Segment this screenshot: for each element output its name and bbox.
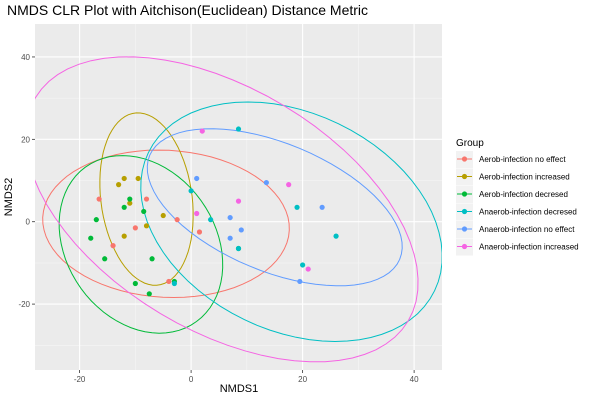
y-axis-ticks: -20 0 20 40 — [18, 53, 35, 309]
data-points — [88, 126, 339, 297]
data-point — [199, 128, 205, 134]
series-ellipse — [35, 56, 419, 363]
legend-point — [461, 156, 468, 162]
data-point — [146, 291, 152, 297]
series-ellipse — [42, 149, 290, 299]
data-point — [286, 182, 292, 188]
data-point — [294, 204, 300, 210]
legend-label: Aerob-infection decresed — [479, 190, 568, 199]
legend-label: Aerob-infection no effect — [479, 155, 566, 164]
data-point — [143, 196, 150, 202]
plot-panel — [35, 24, 442, 370]
data-point — [143, 223, 150, 229]
data-point — [93, 217, 99, 223]
x-tick-label: 20 — [298, 375, 307, 384]
series-ellipse — [146, 128, 403, 287]
y-tick-label: 20 — [21, 135, 30, 144]
legend-label: Aerob-infection increased — [479, 173, 570, 182]
data-point — [333, 233, 339, 239]
data-point — [300, 262, 306, 268]
legend-title: Group — [456, 138, 484, 149]
data-point — [96, 196, 102, 202]
data-point — [208, 217, 214, 223]
data-point — [235, 198, 242, 204]
data-point — [127, 200, 133, 206]
data-point — [194, 210, 200, 217]
data-point — [227, 214, 233, 221]
data-point — [263, 179, 269, 186]
data-point — [121, 233, 127, 239]
confidence-ellipses — [35, 56, 442, 363]
data-point — [132, 225, 138, 231]
legend-point — [461, 191, 468, 197]
data-point — [88, 235, 94, 241]
data-point — [319, 204, 325, 210]
y-axis-title: NMDS2 — [3, 178, 15, 217]
legend-label: Anaerob-infection increased — [479, 243, 579, 252]
legend-point — [461, 173, 468, 180]
series-ellipse — [140, 101, 442, 343]
data-point — [188, 188, 194, 194]
grid-lines — [35, 24, 442, 370]
x-tick-label: -20 — [74, 375, 86, 384]
data-point — [160, 212, 166, 219]
legend-label: Anaerob-infection no effect — [479, 225, 575, 234]
data-point — [194, 175, 200, 182]
data-point — [102, 256, 108, 262]
data-point — [227, 235, 233, 241]
data-point — [141, 208, 147, 215]
legend: Group Aerob-infection no effect Aerob-inf… — [456, 138, 579, 256]
data-point — [110, 243, 116, 249]
data-point — [127, 196, 133, 202]
y-tick-label: 40 — [21, 53, 30, 62]
data-point — [171, 280, 177, 287]
data-point — [166, 278, 172, 285]
series-ellipse — [99, 112, 194, 286]
y-tick-label: 0 — [26, 218, 31, 227]
x-axis-title: NMDS1 — [220, 383, 259, 395]
data-point — [174, 217, 180, 223]
chart-title: NMDS CLR Plot with Aitchison(Euclidean) … — [7, 2, 368, 18]
data-point — [235, 126, 242, 132]
x-tick-label: 40 — [410, 375, 419, 384]
legend-label: Anaerob-infection decresed — [479, 208, 577, 217]
data-point — [149, 256, 155, 262]
series-ellipse — [58, 155, 224, 334]
x-tick-label: 0 — [189, 375, 194, 384]
data-point — [121, 175, 127, 182]
data-point — [235, 245, 242, 252]
data-point — [297, 278, 303, 285]
data-point — [238, 227, 244, 233]
y-tick-label: -20 — [18, 300, 30, 309]
legend-point — [461, 208, 468, 215]
data-point — [305, 266, 311, 272]
data-point — [132, 280, 138, 287]
x-axis-ticks: -20 0 20 40 — [74, 370, 419, 384]
data-point — [196, 229, 203, 235]
legend-point — [461, 243, 468, 250]
data-point — [135, 175, 141, 182]
data-point — [121, 204, 127, 210]
data-point — [116, 182, 122, 188]
legend-point — [461, 226, 468, 232]
